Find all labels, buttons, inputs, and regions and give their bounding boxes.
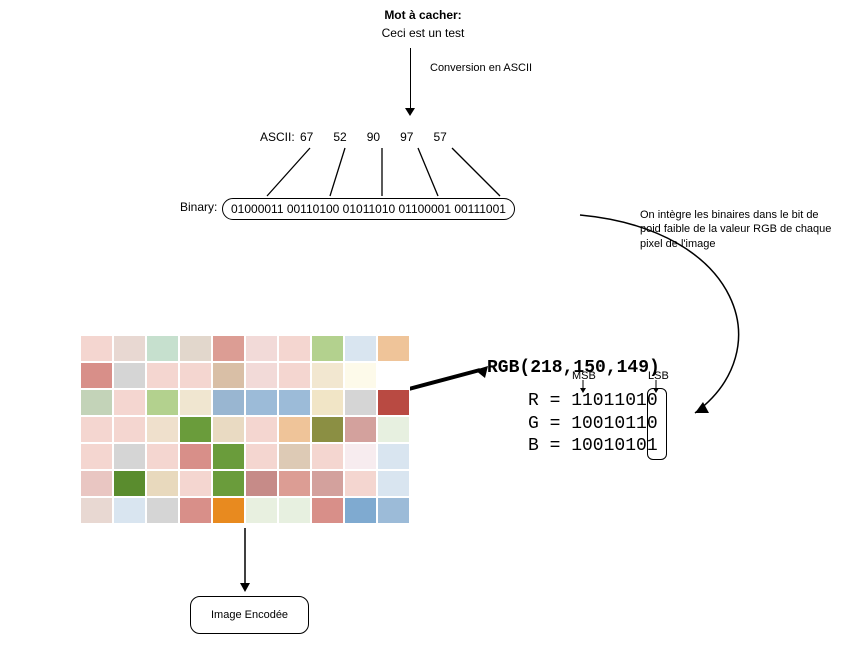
pixel-cell (344, 416, 377, 443)
pixel-cell (377, 470, 410, 497)
pixel-cell (311, 470, 344, 497)
conversion-label: Conversion en ASCII (430, 62, 532, 75)
result-label: Image Encodée (211, 609, 288, 621)
pixel-cell (113, 416, 146, 443)
pixel-cell (245, 389, 278, 416)
pixel-cell (80, 389, 113, 416)
pixel-cell (344, 470, 377, 497)
title-label: Mot à cacher: (384, 8, 461, 22)
ascii-value: 90 (367, 130, 380, 144)
pixel-cell (146, 416, 179, 443)
binary-box: 01000011 00110100 01011010 01100001 0011… (222, 198, 515, 220)
pixel-cell (278, 335, 311, 362)
pixel-cell (245, 443, 278, 470)
pixel-cell (113, 470, 146, 497)
pixel-cell (311, 416, 344, 443)
header-block: Mot à cacher: Ceci est un test (0, 6, 846, 42)
pixel-cell (344, 443, 377, 470)
pixel-cell (179, 335, 212, 362)
pixel-cell (179, 362, 212, 389)
lsb-highlight (647, 388, 667, 460)
pixel-cell (311, 389, 344, 416)
pixel-cell (377, 443, 410, 470)
pixel-cell (212, 389, 245, 416)
rgb-line: R = 11011010 (528, 390, 658, 413)
pixel-cell (344, 335, 377, 362)
pixel-cell (311, 443, 344, 470)
pixel-cell (113, 389, 146, 416)
pixel-cell (80, 470, 113, 497)
pixel-cell (80, 497, 113, 524)
pixel-grid (80, 335, 410, 524)
pixel-cell (113, 443, 146, 470)
pixel-cell (80, 416, 113, 443)
pixel-cell (377, 497, 410, 524)
pixel-cell (212, 335, 245, 362)
pixel-cell (113, 497, 146, 524)
pixel-cell (212, 470, 245, 497)
lsb-label: LSB (648, 370, 669, 382)
pixel-cell (212, 362, 245, 389)
ascii-label: ASCII: (260, 130, 295, 144)
pixel-cell (278, 470, 311, 497)
pixel-cell (245, 362, 278, 389)
msb-label: MSB (572, 370, 596, 382)
pixel-cell (179, 416, 212, 443)
pixel-cell (344, 362, 377, 389)
pixel-cell (212, 497, 245, 524)
conversion-label-text: Conversion en ASCII (430, 62, 532, 75)
rgb-line: G = 10010110 (528, 413, 658, 436)
pixel-cell (278, 443, 311, 470)
pixel-cell (245, 497, 278, 524)
pixel-cell (377, 389, 410, 416)
pixel-cell (113, 335, 146, 362)
pixel-cell (146, 335, 179, 362)
pixel-cell (377, 416, 410, 443)
pixel-cell (179, 497, 212, 524)
pixel-cell (146, 362, 179, 389)
pixel-cell (344, 389, 377, 416)
pixel-cell (278, 362, 311, 389)
pixel-cell (212, 443, 245, 470)
ascii-value: 97 (400, 130, 413, 144)
pixel-cell (311, 497, 344, 524)
pixel-cell (377, 335, 410, 362)
pixel-cell (245, 470, 278, 497)
ascii-value: 52 (333, 130, 346, 144)
rgb-lines: R = 11011010G = 10010110B = 10010101 (528, 390, 658, 458)
pixel-cell (245, 416, 278, 443)
pixel-cell (179, 443, 212, 470)
pixel-cell (278, 389, 311, 416)
pixel-cell (278, 497, 311, 524)
pixel-cell (179, 470, 212, 497)
ascii-values: 67 52 90 97 57 (300, 130, 447, 144)
pixel-cell (311, 335, 344, 362)
sidenote: On intègre les binaires dans le bit de p… (640, 208, 840, 251)
result-box: Image Encodée (190, 596, 309, 634)
pixel-cell (113, 362, 146, 389)
binary-label: Binary: (180, 200, 217, 214)
pixel-cell (377, 362, 410, 389)
pixel-cell (212, 416, 245, 443)
pixel-cell (146, 497, 179, 524)
pixel-cell (179, 389, 212, 416)
connector-svg (0, 0, 846, 661)
rgb-line: B = 10010101 (528, 435, 658, 458)
pixel-cell (146, 470, 179, 497)
title-value: Ceci est un test (382, 26, 465, 40)
pixel-cell (311, 362, 344, 389)
arrow1-line (410, 48, 411, 110)
pixel-cell (80, 335, 113, 362)
pixel-cell (80, 362, 113, 389)
pixel-cell (146, 389, 179, 416)
pixel-cell (80, 443, 113, 470)
pixel-cell (278, 416, 311, 443)
arrow1-head (405, 108, 415, 116)
pixel-cell (344, 497, 377, 524)
pixel-cell (146, 443, 179, 470)
pixel-cell (245, 335, 278, 362)
ascii-value: 57 (433, 130, 446, 144)
ascii-value: 67 (300, 130, 313, 144)
